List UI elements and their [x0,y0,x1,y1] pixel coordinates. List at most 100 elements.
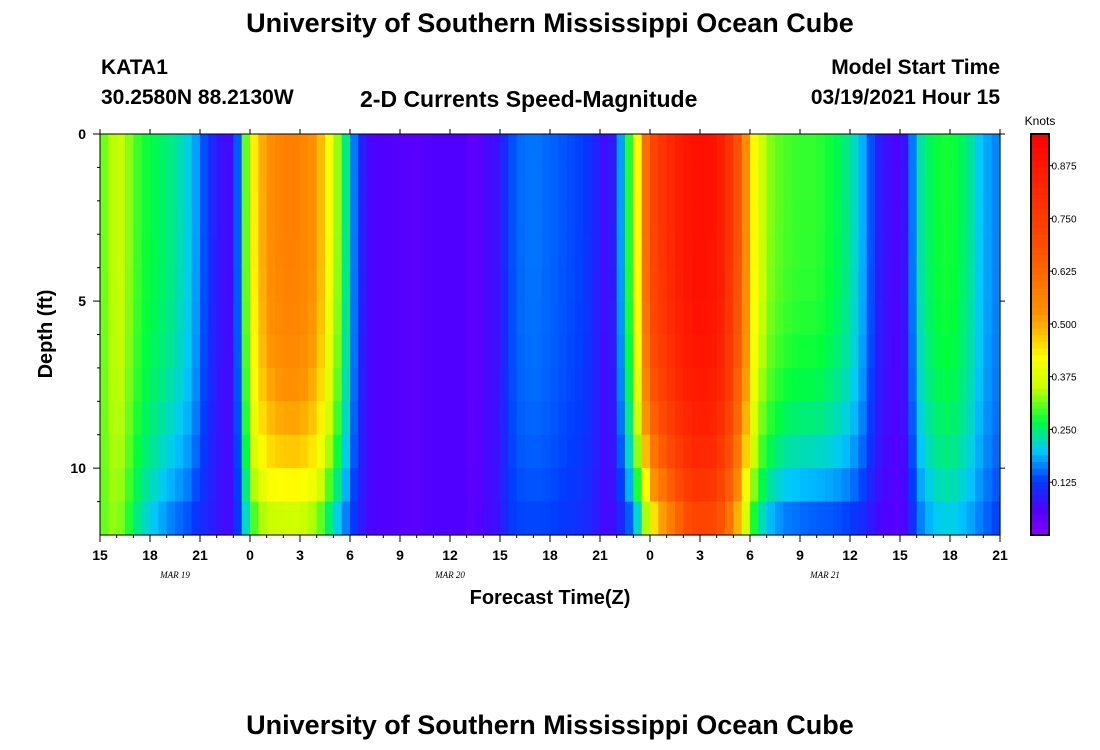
heatmap-cell [633,501,643,536]
heatmap-cell [600,134,609,169]
heatmap-cell [108,234,118,269]
heatmap-cell [658,301,668,336]
heatmap-cell [825,234,834,269]
colorbar-swatch [1031,494,1049,503]
y-tick-label: 0 [78,126,86,142]
heatmap-cell [341,434,351,469]
heatmap-cell [733,434,743,469]
heatmap-cell [800,501,809,536]
heatmap-cell [108,401,118,436]
heatmap-cell [658,234,668,269]
heatmap-cell [916,134,926,169]
heatmap-cell [958,134,968,169]
heatmap-cell [875,200,884,235]
heatmap-cell [975,367,984,402]
heatmap-cell [700,134,709,169]
heatmap-cell [325,234,334,269]
heatmap-cell [141,167,151,202]
heatmap-cell [908,301,918,336]
heatmap-cell [966,301,976,336]
colorbar-tick-label: 0.125 [1051,478,1076,489]
heatmap-cell [716,167,726,202]
heatmap-cell [891,167,901,202]
heatmap-cell [408,301,418,336]
heatmap-cell [325,134,334,169]
heatmap-cell [733,267,743,302]
heatmap-cell [441,267,451,302]
heatmap-cell [316,434,326,469]
heatmap-cell [866,200,876,235]
colorbar-swatch [1031,274,1049,282]
heatmap-cell [316,367,326,402]
colorbar-swatch [1031,227,1049,235]
heatmap-cell [950,334,959,369]
heatmap-cell [850,501,859,536]
heatmap-cell [283,401,293,436]
heatmap-cell [783,434,793,469]
heatmap-cell [350,434,359,469]
heatmap-cell [941,234,951,269]
heatmap-cell [566,267,576,302]
heatmap-cell [416,401,426,436]
heatmap-cell [650,401,659,436]
heatmap-cell [733,134,743,169]
heatmap-cell [958,234,968,269]
heatmap-cell [600,434,609,469]
heatmap-cell [133,134,143,169]
heatmap-cell [408,200,418,235]
heatmap-cell [433,234,443,269]
heatmap-cell [441,367,451,402]
heatmap-cell [533,501,543,536]
heatmap-cell [933,267,943,302]
heatmap-cell [241,167,251,202]
heatmap-cell [750,134,759,169]
heatmap-cell [925,267,934,302]
heatmap-cell [316,301,326,336]
colorbar-swatch [1031,267,1049,275]
heatmap-cell [366,301,376,336]
heatmap-cell [225,234,234,269]
heatmap-cell [341,134,351,169]
heatmap-cell [333,501,343,536]
colorbar-swatch [1031,294,1049,302]
heatmap-cell [216,367,226,402]
heatmap-cell [966,401,976,436]
heatmap-cell [741,434,751,469]
heatmap-cell [358,334,368,369]
heatmap-cell [983,200,993,235]
heatmap-cell [900,200,909,235]
heatmap-cell [950,134,959,169]
heatmap-cell [383,401,393,436]
heatmap-cell [475,200,484,235]
heatmap-cell [441,134,451,169]
heatmap-cell [675,200,684,235]
heatmap-cell [433,401,443,436]
heatmap-cell [391,267,401,302]
heatmap-cell [466,234,476,269]
heatmap-cell [808,334,818,369]
heatmap-cell [158,468,168,503]
heatmap-cell [608,267,618,302]
heatmap-cell [666,468,676,503]
heatmap-cell [300,501,309,536]
heatmap-cell [383,134,393,169]
x-tick-label: 21 [592,547,608,563]
heatmap-cell [233,200,243,235]
x-tick-label: 15 [892,547,908,563]
heatmap-cell [550,167,559,202]
heatmap-cell [291,434,301,469]
heatmap-cell [575,134,584,169]
colorbar-tick-label: 0.250 [1051,425,1076,436]
heatmap-cell [383,501,393,536]
heatmap-cell [233,334,243,369]
heatmap-cell [933,434,943,469]
heatmap-cell [358,367,368,402]
heatmap-cell [325,401,334,436]
heatmap-cell [500,501,509,536]
heatmap-cell [516,200,526,235]
heatmap-cell [191,401,201,436]
heatmap-cell [483,468,493,503]
heatmap-cell [183,234,193,269]
heatmap-cell [475,334,484,369]
heatmap-cell [583,301,593,336]
